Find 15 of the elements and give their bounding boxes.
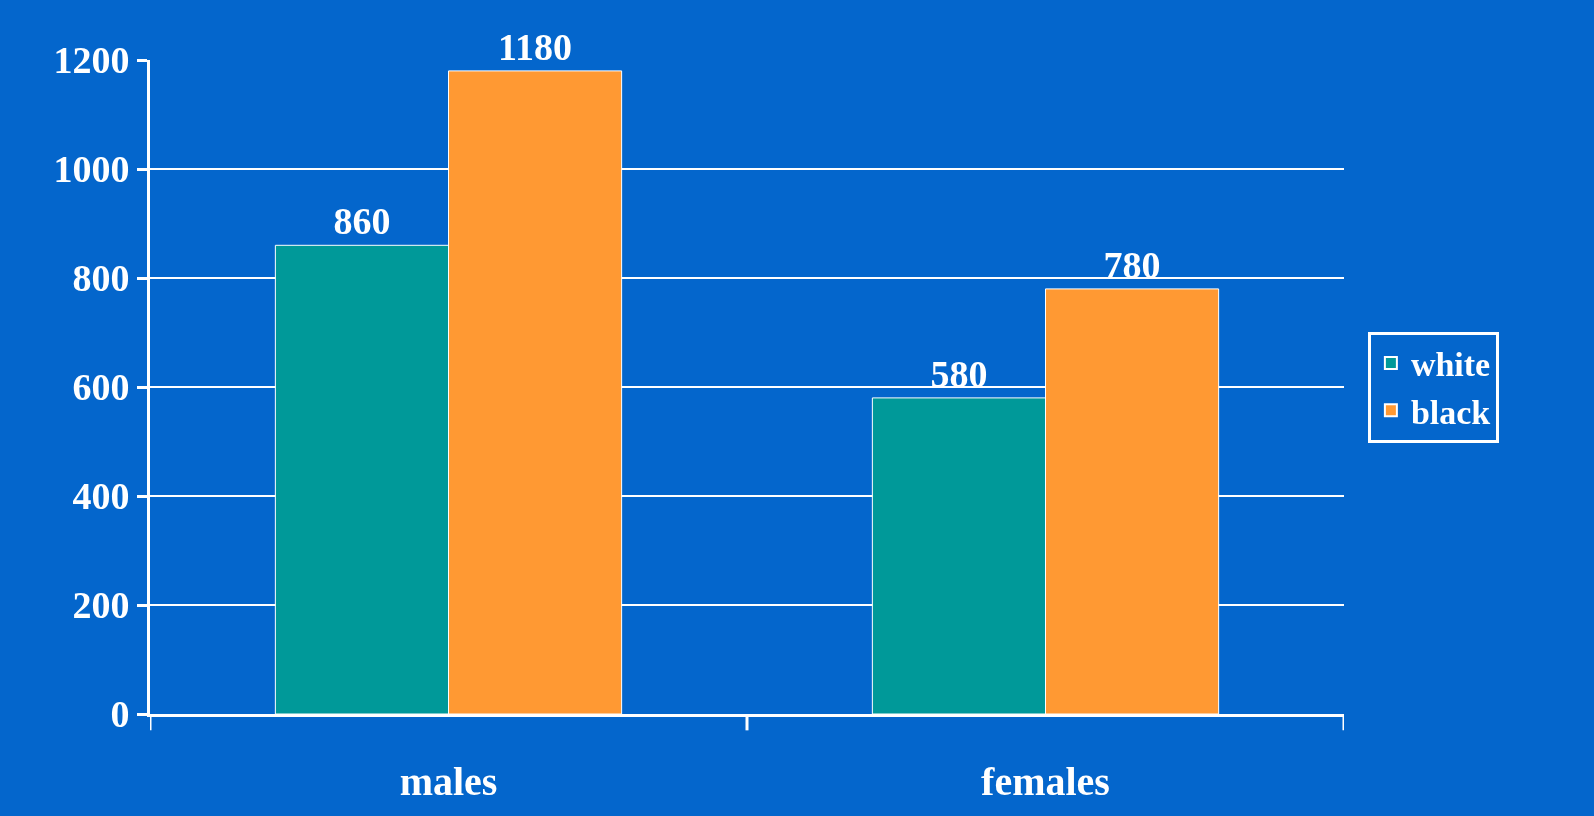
data-label: 580 bbox=[930, 352, 988, 395]
data-label: 1180 bbox=[498, 25, 573, 68]
data-label: 780 bbox=[1103, 243, 1161, 286]
legend-label: black bbox=[1410, 393, 1491, 431]
data-label: 860 bbox=[333, 200, 391, 243]
y-tick-label: 400 bbox=[72, 475, 130, 518]
y-tick-label: 600 bbox=[72, 366, 130, 409]
y-tick-label: 800 bbox=[72, 257, 130, 300]
y-tick-label: 0 bbox=[110, 693, 130, 736]
y-tick-label: 1200 bbox=[53, 39, 130, 82]
y-tick-label: 1000 bbox=[53, 148, 130, 191]
legend-label: white bbox=[1410, 346, 1491, 384]
x-tick-label: males bbox=[399, 759, 498, 804]
x-tick-label: females bbox=[981, 759, 1110, 804]
y-tick-label: 200 bbox=[72, 584, 130, 627]
